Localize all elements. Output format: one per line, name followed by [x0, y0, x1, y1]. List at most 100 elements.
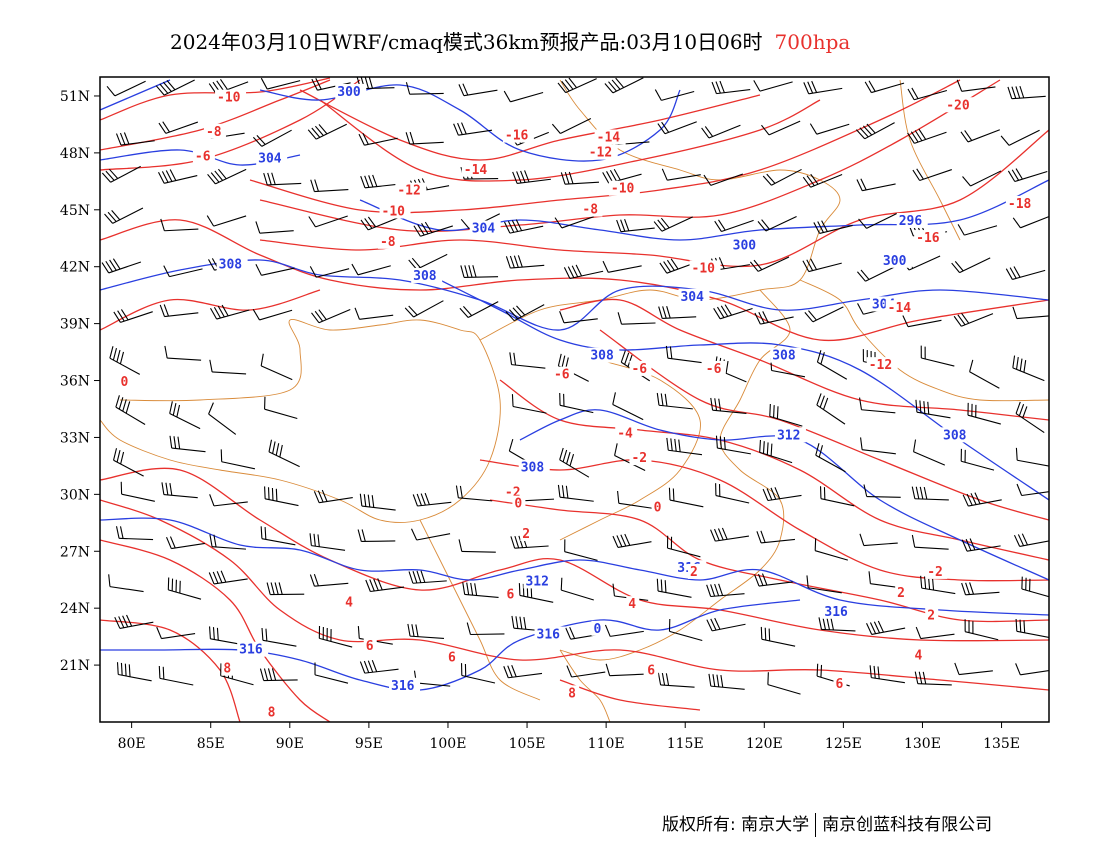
- wind-barb: [855, 122, 895, 140]
- temperature-isotherm: [100, 289, 321, 331]
- wind-barb: [956, 79, 996, 92]
- boundary-line: [899, 79, 961, 241]
- height-contour-label: 316: [824, 605, 848, 620]
- y-tick-label: 24N: [60, 601, 90, 617]
- x-tick-label: 80E: [118, 736, 146, 752]
- wind-barb: [961, 582, 1000, 596]
- wind-barb: [309, 266, 350, 278]
- x-tick-label: 125E: [825, 736, 862, 752]
- x-axis-ticks: 80E 85E 90E 95E 100E 105E 110E 115E 120E 125E 130E…: [118, 722, 1020, 752]
- temperature-contour-label: -10: [692, 261, 716, 276]
- wind-barb: [1007, 168, 1048, 183]
- wind-barb: [410, 528, 451, 541]
- wind-barb: [455, 485, 493, 502]
- wind-barb: [920, 345, 955, 367]
- wind-barb: [557, 484, 594, 502]
- wind-barb: [460, 663, 496, 684]
- wind-barb: [769, 403, 803, 427]
- wind-barb: [264, 396, 298, 419]
- wind-barb: [653, 216, 693, 232]
- height-contour-label: 304: [680, 290, 704, 305]
- wind-barb: [964, 619, 999, 641]
- wind-barb: [115, 132, 155, 146]
- wind-barb: [668, 487, 704, 508]
- label-backdrop: [629, 450, 652, 466]
- wind-barb: [708, 673, 745, 690]
- label-backdrop: [914, 230, 946, 246]
- geopotential-height-contour: [100, 259, 1049, 331]
- wind-barb: [616, 219, 655, 233]
- temperature-contour-label: 0: [121, 375, 129, 390]
- wind-barb: [1015, 618, 1049, 638]
- wind-barb: [858, 212, 898, 229]
- y-tick-label: 51N: [60, 89, 90, 105]
- wind-barb: [864, 80, 905, 94]
- wind-barb: [559, 392, 594, 414]
- geopotential-height-contour: [359, 179, 1049, 241]
- wind-barb: [960, 129, 1000, 143]
- wind-barb: [458, 83, 498, 97]
- wind-barb: [1021, 576, 1049, 598]
- wind-barb: [405, 131, 444, 145]
- height-contour-label: 300: [883, 254, 907, 269]
- x-tick-label: 120E: [746, 736, 783, 752]
- wind-barb: [158, 169, 198, 184]
- wind-barb: [266, 582, 305, 596]
- temperature-contour-label: -2: [927, 565, 943, 580]
- temperature-isotherm: [489, 499, 1049, 623]
- geopotential-height-contour: [100, 599, 801, 691]
- x-tick-label: 85E: [197, 736, 225, 752]
- label-backdrop: [774, 427, 806, 443]
- temperature-contour-label: -16: [505, 129, 529, 144]
- temperature-contour-label: -20: [946, 98, 970, 113]
- wind-barb: [756, 530, 796, 544]
- wind-barb: [359, 493, 396, 511]
- wind-barb: [665, 345, 702, 364]
- temperature-contour-label: 0: [514, 497, 522, 512]
- company-text: 南京创蓝科技有限公司: [822, 815, 993, 835]
- y-tick-label: 30N: [60, 487, 90, 503]
- wind-barb: [816, 350, 848, 380]
- boundary-line: [479, 79, 841, 341]
- wind-barb: [915, 399, 951, 419]
- wind-barb: [1016, 483, 1049, 497]
- wind-barb: [313, 489, 353, 504]
- height-contour-label: 308: [590, 349, 614, 364]
- label-backdrop: [866, 357, 898, 373]
- label-backdrop: [629, 360, 652, 376]
- label-backdrop: [822, 603, 854, 619]
- wind-barb: [863, 484, 901, 498]
- wind-barb: [954, 662, 993, 676]
- boundary-line: [419, 519, 541, 701]
- wind-barb: [509, 352, 546, 369]
- wind-barb: [802, 258, 842, 273]
- height-contour-label: 300: [733, 239, 757, 254]
- temperature-contour-label: 2: [690, 565, 698, 580]
- wind-barb: [503, 665, 543, 679]
- temperature-contour-label: 6: [448, 650, 456, 665]
- wind-barb: [1007, 85, 1046, 100]
- wind-barb: [459, 301, 499, 318]
- wind-barb: [260, 526, 296, 546]
- x-tick-label: 135E: [983, 736, 1020, 752]
- label-backdrop: [925, 607, 939, 623]
- wind-barb: [857, 265, 897, 282]
- label-backdrop: [566, 685, 580, 701]
- wind-barb: [255, 221, 294, 234]
- label-backdrop: [237, 641, 269, 657]
- label-backdrop: [335, 83, 367, 99]
- wind-barb: [760, 626, 796, 647]
- label-backdrop: [944, 97, 976, 113]
- x-tick-label: 95E: [355, 736, 383, 752]
- wind-barb: [666, 535, 701, 558]
- wind-barbs: [101, 77, 1049, 695]
- temperature-isotherm: [100, 499, 1049, 691]
- label-backdrop: [379, 203, 411, 219]
- temperature-contour-label: -6: [631, 362, 647, 377]
- temperature-contour-label: -12: [397, 184, 420, 199]
- wind-barb: [767, 672, 801, 695]
- wind-barb: [762, 168, 802, 186]
- wind-barb: [815, 443, 846, 473]
- y-tick-label: 36N: [60, 374, 90, 390]
- label-backdrop: [520, 525, 534, 541]
